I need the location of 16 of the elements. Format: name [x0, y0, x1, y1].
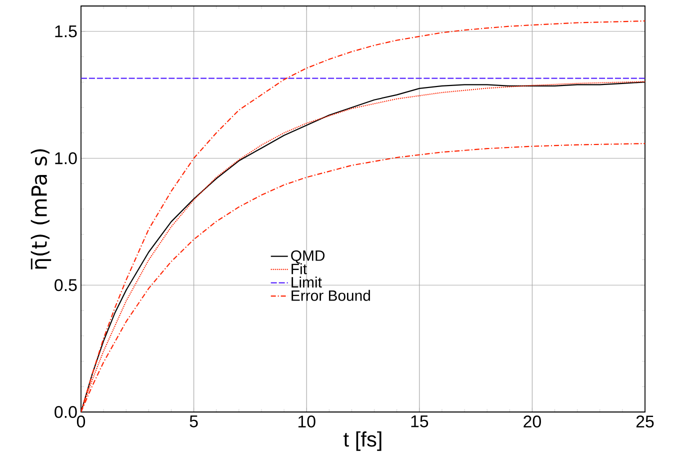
- x-tick-label: 0: [76, 416, 86, 428]
- x-tick-label: 15: [411, 416, 428, 428]
- y-tick-label: 0.5: [54, 279, 77, 292]
- y-tick-label: 1.0: [55, 152, 77, 164]
- legend-label: Limit: [292, 276, 322, 288]
- legend-label: QMD: [291, 250, 325, 264]
- x-tick-label: 20: [524, 416, 541, 428]
- x-axis-title: t [fs]: [344, 431, 382, 451]
- y-tick-label: 1.5: [55, 25, 77, 38]
- legend-label: Error Bound: [292, 290, 370, 301]
- x-tick-label: 5: [190, 416, 198, 428]
- y-axis-title: η̅(t) (mPa s): [30, 149, 52, 270]
- x-tick-label: 25: [636, 416, 654, 428]
- legend-label: Fit: [292, 263, 307, 274]
- x-tick-label: 10: [298, 416, 316, 428]
- y-tick-label: 0.0: [54, 406, 77, 418]
